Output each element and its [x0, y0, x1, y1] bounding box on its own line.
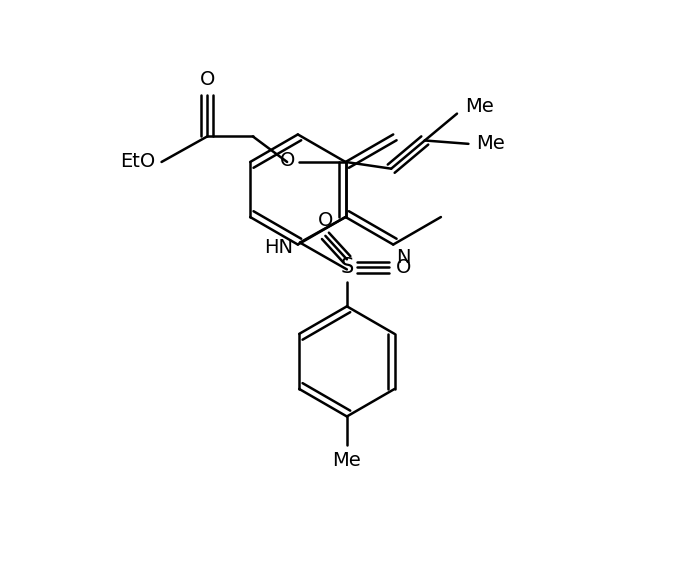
Text: O: O	[318, 211, 333, 230]
Text: EtO: EtO	[120, 153, 156, 172]
Text: Me: Me	[476, 135, 505, 153]
Text: O: O	[396, 258, 412, 277]
Text: Me: Me	[333, 450, 361, 470]
Text: O: O	[279, 151, 295, 170]
Text: Me: Me	[465, 97, 494, 117]
Text: HN: HN	[264, 238, 293, 257]
Text: S: S	[340, 257, 354, 278]
Text: O: O	[199, 70, 215, 89]
Text: N: N	[397, 248, 411, 267]
